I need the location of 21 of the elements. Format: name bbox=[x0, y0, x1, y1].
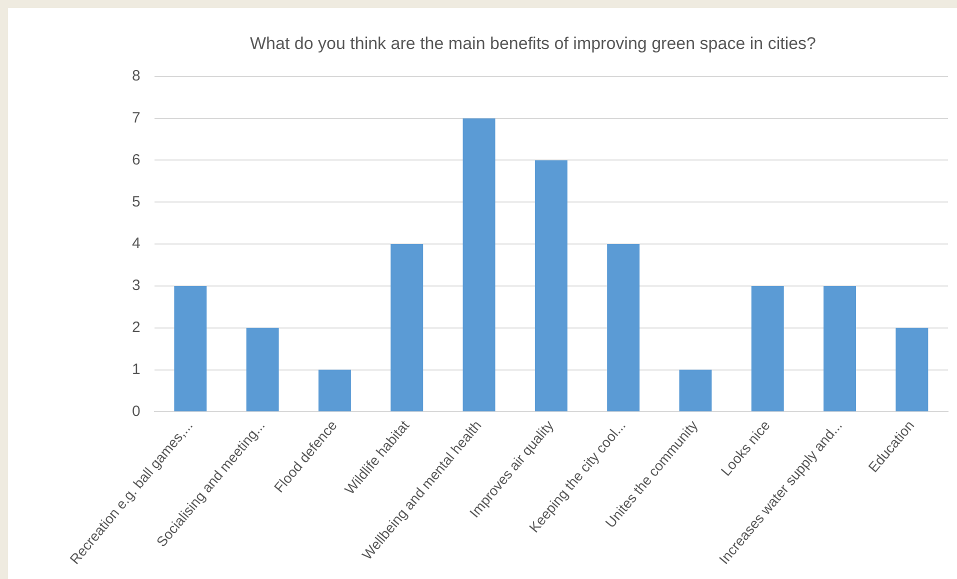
y-tick-label: 1 bbox=[132, 360, 140, 378]
y-tick-label: 5 bbox=[132, 193, 140, 210]
y-tick-label: 2 bbox=[132, 319, 140, 336]
y-tick-label: 7 bbox=[132, 109, 140, 126]
bar bbox=[174, 286, 207, 412]
bar bbox=[824, 286, 856, 412]
bar bbox=[462, 118, 496, 412]
bar bbox=[390, 244, 424, 412]
y-tick-label: 8 bbox=[132, 68, 140, 85]
bar bbox=[534, 160, 568, 412]
bar bbox=[679, 370, 712, 412]
bar bbox=[246, 328, 279, 412]
bar bbox=[607, 244, 640, 412]
y-tick-label: 6 bbox=[132, 151, 140, 168]
chart-title: What do you think are the main benefits of improving green space in cities? bbox=[250, 34, 816, 53]
bar bbox=[318, 370, 351, 412]
y-tick-label: 0 bbox=[132, 402, 140, 420]
bar bbox=[751, 286, 784, 412]
y-tick-label: 4 bbox=[132, 235, 140, 252]
y-tick-label: 3 bbox=[132, 277, 140, 294]
bar bbox=[896, 328, 928, 412]
